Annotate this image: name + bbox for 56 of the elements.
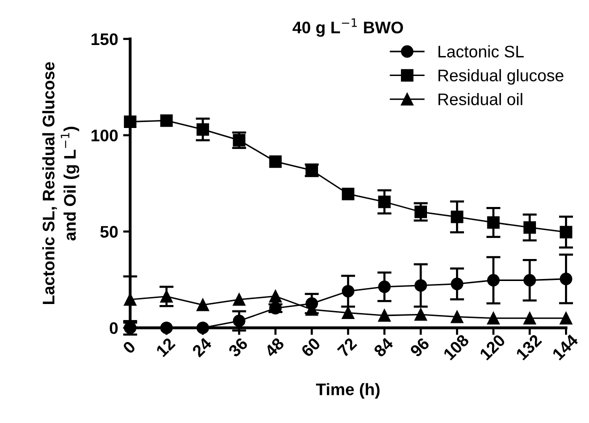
point <box>450 210 464 224</box>
point <box>160 290 173 303</box>
point <box>523 221 536 234</box>
point <box>414 206 427 218</box>
y-tick-label: 0 <box>110 322 118 334</box>
point <box>196 322 210 334</box>
point <box>450 310 464 324</box>
x-tick-label: 72 <box>336 337 358 358</box>
point <box>124 293 136 306</box>
point <box>342 284 354 298</box>
x-tick-label: 24 <box>191 336 212 358</box>
chart-title: 40 g L$^{−1}$ BWO <box>292 18 403 37</box>
x-tick-label: 144 <box>552 333 579 360</box>
legend-label: Residual glucose <box>438 69 564 85</box>
y-tick-label: 50 <box>100 226 118 238</box>
point <box>269 155 282 168</box>
point <box>487 274 500 286</box>
x-tick-label: 60 <box>300 337 322 358</box>
point <box>196 298 210 312</box>
point <box>378 196 391 208</box>
point <box>378 280 391 294</box>
x-axis-title: Time (h) <box>316 383 380 399</box>
point <box>232 314 246 328</box>
point <box>269 290 282 302</box>
point <box>196 123 210 136</box>
y-tick-label: 150 <box>92 33 118 46</box>
x-tick-label: 12 <box>155 337 176 358</box>
legend-label: Residual oil <box>438 92 522 106</box>
point <box>523 274 536 286</box>
point <box>160 114 173 127</box>
point <box>560 272 572 286</box>
point <box>124 115 136 128</box>
y-axis-title: Lactonic SL, Residual Glucose and Oil (g L$^{−1}$) <box>42 62 80 304</box>
point <box>414 279 427 292</box>
legend-label: Lactonic SL <box>438 45 524 58</box>
point <box>414 308 427 321</box>
point <box>378 309 391 322</box>
point <box>342 306 354 320</box>
point <box>487 312 500 324</box>
point <box>342 188 354 200</box>
x-tick-label: 96 <box>409 336 430 358</box>
point <box>560 312 572 324</box>
point <box>450 278 464 290</box>
x-tick-label: 84 <box>373 336 394 358</box>
x-tick-label: 48 <box>264 336 285 358</box>
x-tick-label: 0 <box>122 340 136 354</box>
x-tick-label: 108 <box>442 334 470 361</box>
x-tick-label: 132 <box>515 334 542 361</box>
y-tick-label: 100 <box>92 130 118 142</box>
x-tick-label: 120 <box>479 334 506 361</box>
point <box>232 293 246 306</box>
point <box>487 216 500 229</box>
point <box>160 322 173 334</box>
x-tick-label: 36 <box>228 336 248 358</box>
point <box>560 226 572 238</box>
point <box>523 312 536 324</box>
